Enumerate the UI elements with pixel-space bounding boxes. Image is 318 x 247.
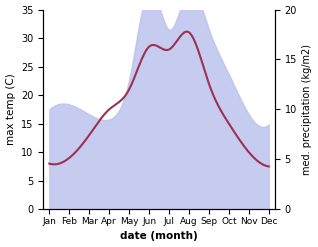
X-axis label: date (month): date (month) [120,231,198,242]
Y-axis label: med. precipitation (kg/m2): med. precipitation (kg/m2) [302,44,313,175]
Y-axis label: max temp (C): max temp (C) [5,74,16,145]
